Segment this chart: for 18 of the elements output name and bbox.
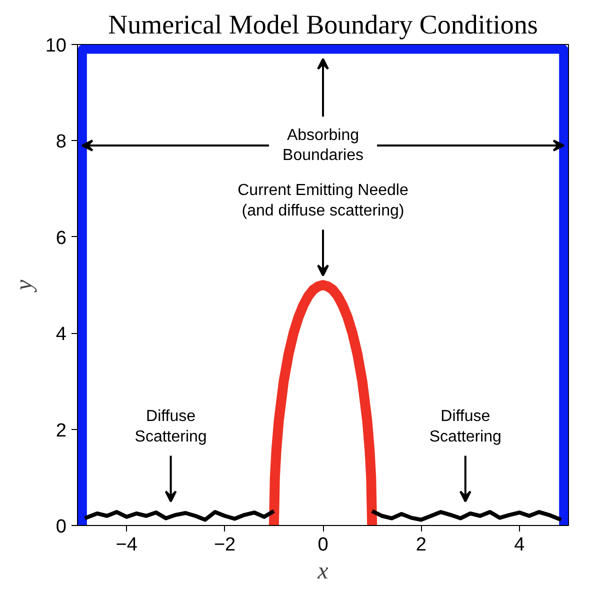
y-tick-label: 10 [45, 36, 67, 56]
y-tick-label: 4 [56, 324, 67, 346]
x-tick-label: 0 [318, 534, 328, 556]
x-axis-title: x [316, 558, 329, 584]
annotation: Current Emitting Needle (and diffuse scattering) [238, 182, 408, 220]
y-tick-label: 8 [56, 132, 67, 153]
y-axis-title: y [11, 279, 38, 292]
chart-title: Numerical Model Boundary Conditions [108, 10, 538, 40]
annotation: Diffuse Scattering [429, 408, 502, 446]
x-tick-label: 4 [514, 534, 526, 556]
y-tick-label: 6 [56, 228, 67, 249]
annotation: Diffuse Scattering [134, 408, 207, 446]
y-tick-label: 2 [56, 420, 67, 442]
x-tick-label: −4 [116, 534, 138, 556]
x-tick-label: 2 [416, 534, 426, 556]
annotation: Absorbing Boundaries [282, 126, 364, 164]
y-tick-label: 0 [56, 516, 67, 538]
x-tick-label: −2 [214, 534, 236, 556]
